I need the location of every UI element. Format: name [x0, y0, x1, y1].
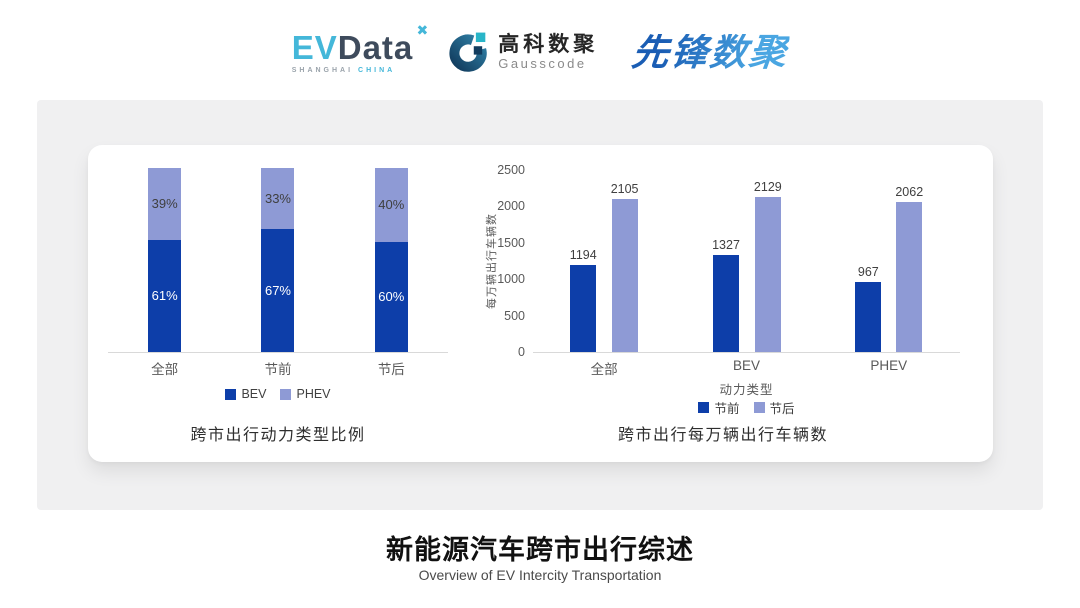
bar-节前 — [570, 265, 597, 352]
segment-label: 39% — [151, 196, 178, 212]
grouped-bar-chart: 每万辆出行车辆数 0 500 1000 1500 2000 2500 1194 2105 13… — [483, 145, 988, 462]
evdata-data-text: Data — [337, 28, 414, 66]
gausscode-texts: 高科数聚 Gausscode — [498, 33, 598, 71]
legend-item-BEV: BEV — [225, 387, 266, 401]
bar-segment-bev: 60% — [374, 241, 408, 352]
category-label: 节前 — [264, 362, 292, 377]
bar-value-label: 2062 — [895, 185, 924, 199]
category-label: 全部 — [151, 362, 179, 377]
bar-with-label: 1327 — [712, 170, 740, 352]
legend-label: 节后 — [769, 402, 795, 416]
bar-节后 — [754, 197, 781, 352]
legend-label: BEV — [241, 387, 267, 401]
stacked-bar: 40% 60% — [374, 168, 408, 352]
y-tick-label: 2500 — [497, 163, 525, 177]
content-card: 39% 61% 33% 67% 40% 60% 全部 节前 节后 BEV PHEV 跨市出行动力… — [37, 100, 1043, 510]
stacked-bar-legend: BEV PHEV — [108, 387, 448, 401]
legend-label: 节前 — [714, 402, 740, 416]
segment-label: 60% — [378, 289, 405, 305]
evdata-spark-icon: ✖ — [416, 21, 430, 38]
gausscode-g-icon — [449, 32, 487, 72]
page-subtitle: Overview of EV Intercity Transportation — [418, 567, 662, 583]
bar-value-label: 1327 — [712, 238, 740, 252]
legend-swatch — [698, 402, 710, 413]
grouped-bar-legend: 节前 节后 — [533, 398, 960, 417]
bar-节前 — [855, 282, 882, 352]
charts-panel: 39% 61% 33% 67% 40% 60% 全部 节前 节后 BEV PHEV 跨市出行动力… — [88, 145, 993, 462]
y-tick-label: 500 — [504, 308, 525, 323]
bar-value-label: 2129 — [753, 180, 782, 194]
page-title: 新能源汽车跨市出行综述 — [386, 535, 694, 565]
category-label: BEV — [732, 358, 760, 373]
category-label: 节后 — [377, 362, 405, 377]
bar-节后 — [611, 199, 638, 352]
y-axis-ticks: 0 500 1000 1500 2000 2500 — [497, 163, 525, 359]
legend-item-节前: 节前 — [698, 398, 740, 417]
legend-swatch — [280, 388, 292, 400]
bar-segment-phev: 33% — [261, 168, 295, 229]
bar-group-全部: 1194 2105 — [570, 170, 639, 352]
bar-group-PHEV: 967 2062 — [855, 170, 923, 352]
bar-value-label: 2105 — [610, 182, 639, 196]
grouped-bar-title: 跨市出行每万辆出行车辆数 — [617, 427, 828, 444]
evdata-ev-text: EV — [291, 28, 338, 66]
y-axis-label: 每万辆出行车辆数 — [486, 213, 498, 309]
grouped-bar-categories: 全部 BEV PHEV — [533, 358, 960, 378]
stacked-bar: 39% 61% — [148, 168, 182, 352]
legend-label: PHEV — [296, 387, 331, 401]
bar-节后 — [896, 202, 923, 352]
y-tick-label: 2000 — [497, 199, 525, 214]
stacked-bar-plot: 39% 61% 33% 67% 40% 60% — [108, 168, 448, 353]
segment-label: 61% — [151, 288, 178, 304]
bar-value-label: 967 — [857, 265, 879, 279]
bar-with-label: 1194 — [570, 170, 597, 352]
y-tick-label: 1000 — [497, 272, 525, 287]
legend-item-PHEV: PHEV — [280, 387, 331, 401]
segment-label: 33% — [264, 190, 291, 206]
evdata-logo: EVData ✖ SHANGHAI CHINA — [291, 23, 429, 74]
bar-with-label: 2129 — [754, 170, 782, 352]
evdata-wordmark: EVData ✖ — [291, 23, 429, 66]
bar-segment-phev: 40% — [374, 168, 408, 242]
bar-segment-bev: 61% — [148, 239, 182, 352]
grouped-bar-plot: 1194 2105 1327 2129 967 2062 — [533, 170, 960, 353]
bar-节前 — [713, 255, 740, 352]
gausscode-logo: 高科数聚 Gausscode — [447, 31, 598, 73]
bar-segment-phev: 39% — [148, 168, 182, 240]
x-axis-label: 动力类型 — [719, 383, 774, 397]
bar-with-label: 2105 — [611, 170, 639, 352]
stacked-bar: 33% 67% — [261, 168, 295, 352]
stacked-bar-chart: 39% 61% 33% 67% 40% 60% 全部 节前 节后 BEV PHEV 跨市出行动力… — [108, 145, 448, 462]
bar-value-label: 1194 — [569, 248, 597, 262]
category-label: 全部 — [590, 362, 618, 377]
gausscode-chinese-name: 高科数聚 — [498, 32, 599, 56]
bar-with-label: 2062 — [895, 170, 923, 352]
gausscode-english-name: Gausscode — [498, 55, 587, 71]
bar-with-label: 967 — [855, 170, 882, 352]
evdata-subtitle: SHANGHAI CHINA — [292, 67, 414, 74]
legend-swatch — [225, 388, 237, 400]
y-tick-label: 0 — [518, 345, 525, 359]
stacked-bar-title: 跨市出行动力类型比例 — [190, 427, 366, 444]
bar-segment-bev: 67% — [261, 228, 295, 352]
pioneer-data-logo: 先锋数聚 — [630, 31, 791, 73]
legend-swatch — [753, 402, 765, 413]
segment-label: 40% — [378, 197, 405, 213]
evdata-shanghai-text: SHANGHAI — [291, 66, 354, 74]
y-tick-label: 1500 — [497, 235, 525, 250]
stacked-bar-categories: 全部 节前 节后 — [108, 358, 448, 378]
evdata-china-text: CHINA — [358, 66, 396, 74]
segment-label: 67% — [264, 282, 291, 298]
logo-header: EVData ✖ SHANGHAI CHINA 高科数聚 Gausscode 先… — [0, 16, 1080, 88]
category-label: PHEV — [870, 358, 908, 373]
legend-item-节后: 节后 — [753, 398, 795, 417]
bar-group-BEV: 1327 2129 — [712, 170, 782, 352]
